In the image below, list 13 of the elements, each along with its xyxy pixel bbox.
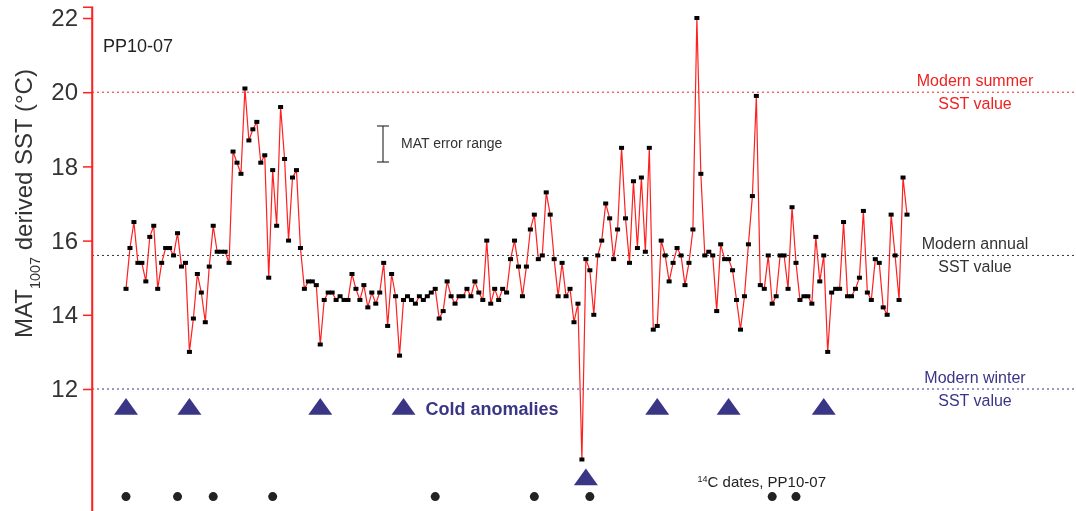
y-tick-label: 12 [51,375,78,403]
y-tick-label: 16 [51,226,78,254]
series-label: Cold anomalies [425,398,559,419]
ref-line-label: Modern winter SST value [924,369,1027,409]
annotation: MAT error range [401,135,503,151]
text: PP10-07 [103,36,174,56]
y-tick-label: 18 [51,152,78,180]
ref-line-label: Modern summer SST value [916,72,1034,113]
series-label: $^{14}$C dates, PP10-07 [697,472,826,490]
y-tick-label: 20 [51,78,78,106]
y-tick-label: 14 [51,300,78,328]
y-tick-label: 22 [51,4,78,32]
ref-line-label: Modern annual SST value [921,235,1029,276]
